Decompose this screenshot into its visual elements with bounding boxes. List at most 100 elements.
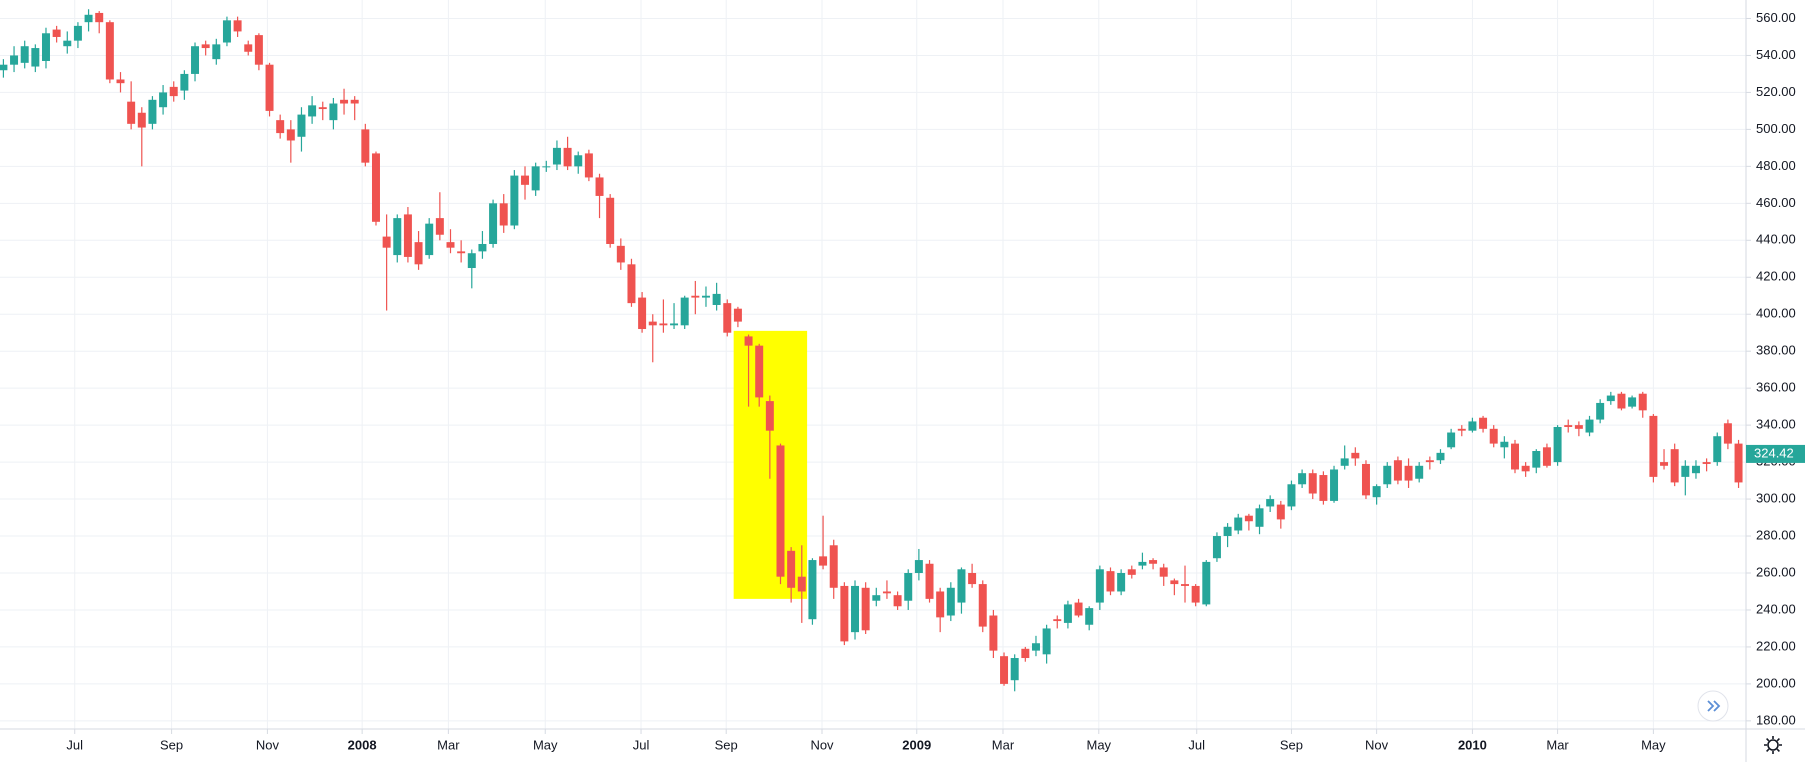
candle-body	[1000, 656, 1009, 684]
candle-body	[41, 33, 50, 61]
candle-body	[680, 297, 689, 326]
candle-body	[829, 545, 838, 588]
candle-body	[808, 560, 817, 620]
candle-body	[1553, 426, 1562, 463]
candle-body	[648, 321, 657, 326]
y-tick-label: 480.00	[1756, 158, 1796, 173]
candle-body	[851, 585, 860, 633]
candle-body	[1319, 475, 1328, 501]
x-tick-label: 2009	[902, 737, 931, 752]
y-tick-label: 460.00	[1756, 195, 1796, 210]
candle-body	[254, 35, 263, 65]
plot-area	[0, 9, 1743, 692]
candle-body	[1106, 571, 1115, 592]
candle-body	[191, 46, 200, 74]
candle-body	[425, 223, 434, 256]
candle-body	[776, 445, 785, 577]
candle-body	[893, 595, 902, 607]
candle-body	[1415, 465, 1424, 479]
x-tick-label: May	[1087, 737, 1112, 752]
candle-body	[446, 242, 455, 248]
candle-body	[1468, 421, 1477, 431]
x-tick-label: Jul	[633, 737, 650, 752]
y-tick-label: 360.00	[1756, 380, 1796, 395]
candle-body	[1159, 567, 1168, 577]
candle-body	[73, 25, 82, 41]
candle-body	[1191, 585, 1200, 603]
candle-body	[1574, 425, 1583, 429]
candle-body	[222, 20, 231, 43]
x-tick-label: Nov	[1365, 737, 1389, 752]
candle-body	[904, 572, 913, 601]
candle-body	[936, 591, 945, 618]
candle-body	[1447, 432, 1456, 448]
candle-body	[457, 251, 466, 254]
candle-body	[84, 14, 93, 23]
candle-body	[723, 303, 732, 333]
candle-body	[744, 336, 753, 346]
candle-body	[1042, 628, 1051, 655]
candle-body	[1521, 465, 1530, 472]
candle-body	[1457, 428, 1466, 431]
candle-body	[318, 107, 327, 110]
candle-body	[1063, 604, 1072, 623]
candle-body	[1085, 608, 1094, 625]
candle-body	[552, 147, 561, 165]
candle-body	[276, 120, 285, 134]
settings-button[interactable]	[1764, 736, 1782, 754]
candle-body	[265, 64, 274, 111]
candle-body	[819, 556, 828, 566]
x-tick-label: 2008	[348, 737, 377, 752]
y-tick-label: 520.00	[1756, 84, 1796, 99]
x-tick-label: Jul	[1188, 737, 1205, 752]
candle-body	[1542, 447, 1551, 466]
candle-body	[116, 79, 125, 84]
candle-body	[978, 584, 987, 627]
candle-body	[1681, 465, 1690, 477]
candle-body	[925, 563, 934, 599]
candle-body	[1330, 469, 1339, 501]
scroll-button[interactable]	[1697, 690, 1729, 722]
candle-body	[1372, 486, 1381, 498]
candle-body	[670, 323, 679, 326]
candle-body	[467, 253, 476, 269]
candle-body	[1287, 484, 1296, 507]
candle-body	[574, 155, 583, 167]
axes: 180.00 200.00 220.00 240.00 260.00 280.00 300.…	[66, 10, 1805, 752]
x-tick-label: Jul	[66, 737, 83, 752]
x-tick-label: Sep	[160, 737, 183, 752]
candle-body	[1734, 443, 1743, 483]
candle-body	[371, 153, 380, 222]
candle-body	[1223, 526, 1232, 537]
candle-body	[914, 560, 923, 573]
y-tick-label: 380.00	[1756, 343, 1796, 358]
candle-body	[1649, 415, 1658, 477]
candle-body	[1638, 393, 1647, 411]
candle-body	[872, 595, 881, 601]
candle-body	[297, 114, 306, 137]
y-tick-label: 220.00	[1756, 638, 1796, 653]
y-tick-label: 300.00	[1756, 490, 1796, 505]
candle-body	[414, 242, 423, 265]
candle-body	[659, 323, 668, 326]
candle-body	[1361, 463, 1370, 496]
candle-body	[1138, 561, 1147, 566]
candle-body	[1351, 452, 1360, 459]
x-tick-label: May	[1641, 737, 1666, 752]
candle-body	[127, 101, 136, 124]
candle-body	[63, 40, 72, 47]
y-tick-label: 260.00	[1756, 564, 1796, 579]
x-tick-label: Sep	[715, 737, 738, 752]
candle-body	[1670, 449, 1679, 483]
last-price-label: 324.42	[1754, 445, 1794, 460]
candle-body	[286, 129, 295, 141]
candle-body	[616, 245, 625, 263]
candle-body	[861, 587, 870, 631]
candle-body	[1244, 515, 1253, 522]
candle-body	[1404, 465, 1413, 481]
candle-body	[638, 297, 647, 330]
candle-body	[1628, 397, 1637, 407]
candle-body	[1340, 458, 1349, 466]
candle-body	[0, 64, 8, 71]
